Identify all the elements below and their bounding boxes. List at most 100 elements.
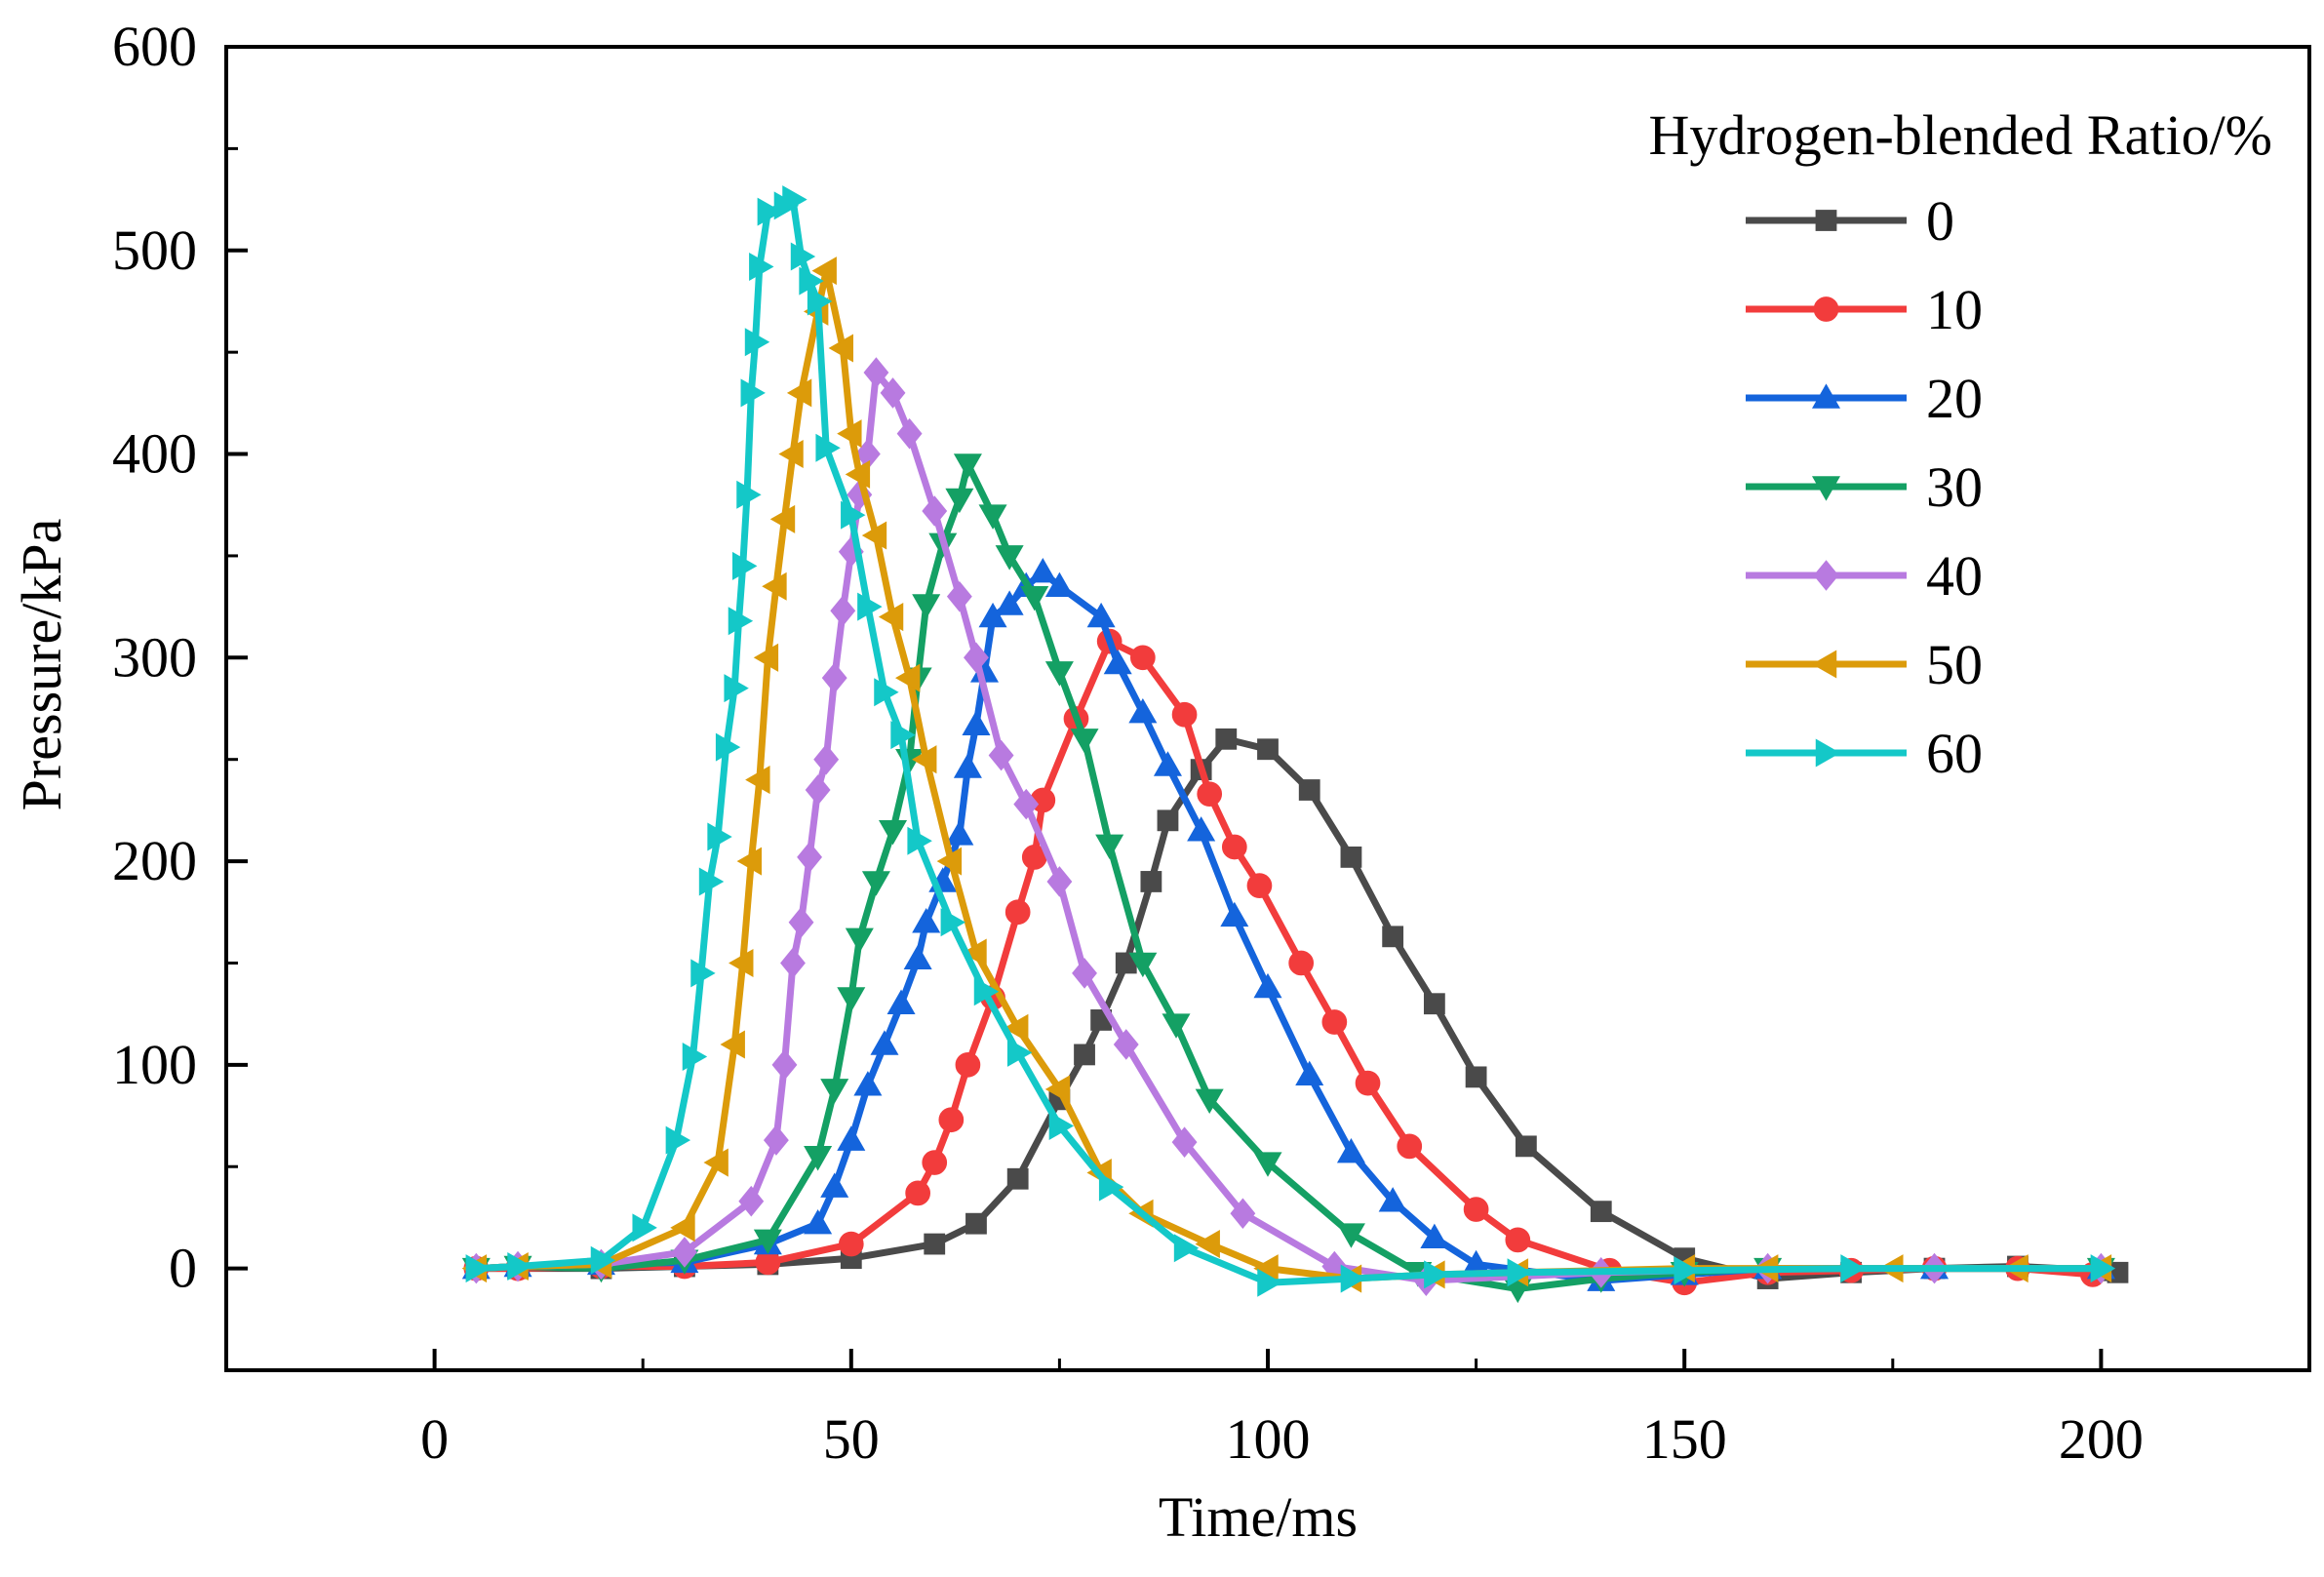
- data-point: [753, 643, 779, 672]
- legend-marker: [1811, 650, 1837, 679]
- data-point: [912, 908, 941, 933]
- data-point: [788, 906, 814, 938]
- data-point: [870, 1030, 899, 1055]
- legend-label: 20: [1926, 367, 1983, 430]
- series-0: [465, 728, 2129, 1289]
- legend-label: 60: [1926, 722, 1983, 785]
- data-point: [1048, 1111, 1075, 1140]
- legend-marker: [1815, 210, 1837, 231]
- legend-item-40: 40: [1746, 544, 1983, 608]
- data-point: [1113, 1029, 1139, 1060]
- series-layer: [461, 185, 2129, 1304]
- series-line-20: [472, 569, 2105, 1284]
- data-point: [946, 580, 972, 612]
- data-point: [857, 592, 883, 621]
- data-point: [738, 1185, 765, 1217]
- legend-item-20: 20: [1746, 367, 1983, 430]
- data-point: [1321, 1009, 1348, 1035]
- data-point: [912, 594, 941, 619]
- data-point: [698, 867, 725, 896]
- legend-marker: [1813, 296, 1839, 322]
- series-50: [461, 256, 2112, 1293]
- data-point: [841, 500, 866, 530]
- data-point: [1288, 950, 1315, 976]
- data-point: [1221, 834, 1247, 860]
- series-10: [463, 628, 2106, 1296]
- data-point: [828, 334, 853, 363]
- data-point: [707, 822, 732, 851]
- series-line-60: [472, 196, 2105, 1286]
- data-point: [632, 1213, 657, 1242]
- data-point: [1257, 738, 1279, 761]
- data-point: [1423, 993, 1445, 1015]
- legend-item-50: 50: [1746, 633, 1983, 696]
- data-point: [736, 847, 763, 876]
- data-point: [1340, 1264, 1366, 1293]
- data-point: [1098, 1172, 1124, 1202]
- data-point: [1171, 1126, 1198, 1158]
- data-point: [1128, 698, 1158, 724]
- data-point: [1004, 899, 1031, 926]
- data-point: [1230, 1198, 1256, 1230]
- data-point: [753, 1229, 782, 1255]
- data-point: [1128, 952, 1158, 978]
- data-point: [670, 1213, 695, 1242]
- data-point: [1298, 779, 1320, 801]
- y-tick-label: 0: [169, 1237, 197, 1300]
- data-point: [938, 1107, 965, 1133]
- x-tick-label: 100: [1226, 1407, 1311, 1471]
- data-point: [863, 357, 889, 388]
- data-point: [853, 1071, 883, 1096]
- legend-item-30: 30: [1746, 455, 1983, 519]
- data-point: [1505, 1227, 1531, 1253]
- data-point: [813, 743, 840, 775]
- data-point: [724, 674, 749, 703]
- legend-marker: [1815, 738, 1841, 768]
- data-point: [1246, 873, 1273, 898]
- data-point: [805, 774, 831, 806]
- data-point: [1195, 1088, 1224, 1114]
- y-axis-title: Pressure/kPa: [10, 519, 73, 811]
- data-point: [878, 603, 904, 632]
- data-point: [903, 944, 932, 970]
- data-point: [771, 1049, 798, 1081]
- legend-title: Hydrogen-blended Ratio/%: [1649, 103, 2272, 167]
- data-point: [945, 820, 974, 846]
- data-point: [912, 745, 937, 774]
- y-tick-label: 100: [112, 1033, 197, 1096]
- data-point: [978, 504, 1007, 530]
- data-point: [890, 721, 916, 750]
- data-point: [1840, 1254, 1866, 1283]
- legend-item-0: 0: [1746, 189, 1954, 253]
- data-point: [749, 252, 774, 281]
- data-point: [988, 739, 1014, 771]
- data-point: [837, 419, 862, 449]
- data-point: [1590, 1201, 1612, 1223]
- data-point: [671, 1237, 697, 1268]
- data-point: [838, 1231, 864, 1257]
- data-point: [845, 927, 874, 954]
- x-tick-label: 0: [420, 1407, 449, 1471]
- data-point: [837, 1125, 866, 1151]
- data-point: [740, 378, 766, 408]
- data-point: [715, 732, 741, 762]
- legend-label: 40: [1926, 544, 1983, 608]
- data-point: [744, 328, 770, 357]
- data-point: [922, 495, 948, 527]
- data-point: [1220, 901, 1249, 927]
- data-point: [962, 710, 991, 735]
- data-point: [731, 551, 758, 580]
- data-point: [821, 662, 847, 693]
- data-point: [964, 642, 989, 674]
- y-tick-label: 200: [112, 829, 197, 892]
- data-point: [778, 440, 804, 469]
- data-point: [953, 453, 982, 479]
- data-point: [1086, 602, 1116, 628]
- data-point: [1028, 557, 1057, 583]
- data-point: [782, 185, 807, 215]
- data-point: [953, 753, 982, 778]
- data-point: [861, 521, 887, 550]
- data-point: [830, 595, 856, 627]
- y-tick-label: 600: [112, 15, 197, 78]
